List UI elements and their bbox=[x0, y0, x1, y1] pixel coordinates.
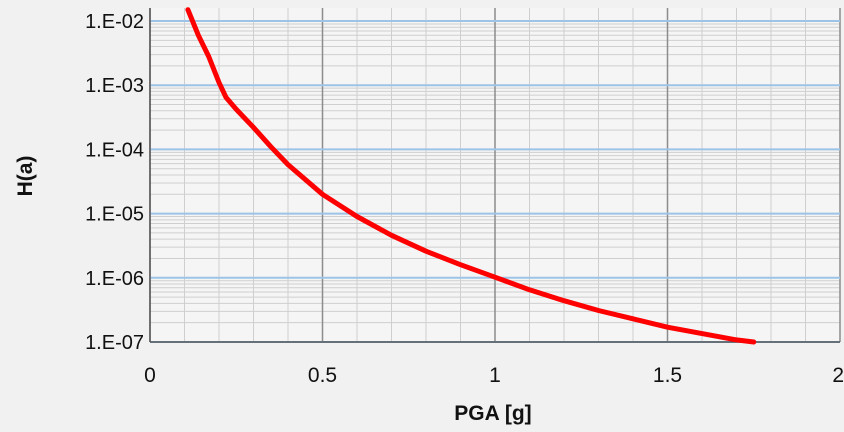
y-tick-label: 1.E-03 bbox=[85, 75, 144, 97]
x-tick-labels: 0 0.5 1 1.5 2 bbox=[144, 364, 844, 387]
y-tick-label: 1.E-04 bbox=[85, 139, 144, 161]
y-tick-labels: 1.E-07 1.E-06 1.E-05 1.E-04 1.E-03 1.E-02 bbox=[85, 11, 144, 354]
axis-lines bbox=[149, 8, 840, 343]
series-line-0 bbox=[185, 7, 757, 345]
x-tick-label: 2 bbox=[832, 364, 844, 387]
y-tick-label: 1.E-02 bbox=[85, 11, 144, 33]
x-tick-label: 0.5 bbox=[308, 364, 337, 387]
x-tick-label: 1 bbox=[489, 364, 501, 387]
series-layer bbox=[185, 7, 757, 345]
y-tick-label: 1.E-06 bbox=[85, 268, 144, 290]
x-tick-label: 0 bbox=[144, 364, 156, 387]
y-tick-label: 1.E-05 bbox=[85, 204, 144, 226]
x-axis-label: PGA [g] bbox=[454, 402, 531, 425]
y-tick-label: 1.E-07 bbox=[85, 332, 144, 354]
y-axis-label: H(a) bbox=[14, 156, 37, 197]
x-tick-label: 1.5 bbox=[653, 364, 682, 387]
